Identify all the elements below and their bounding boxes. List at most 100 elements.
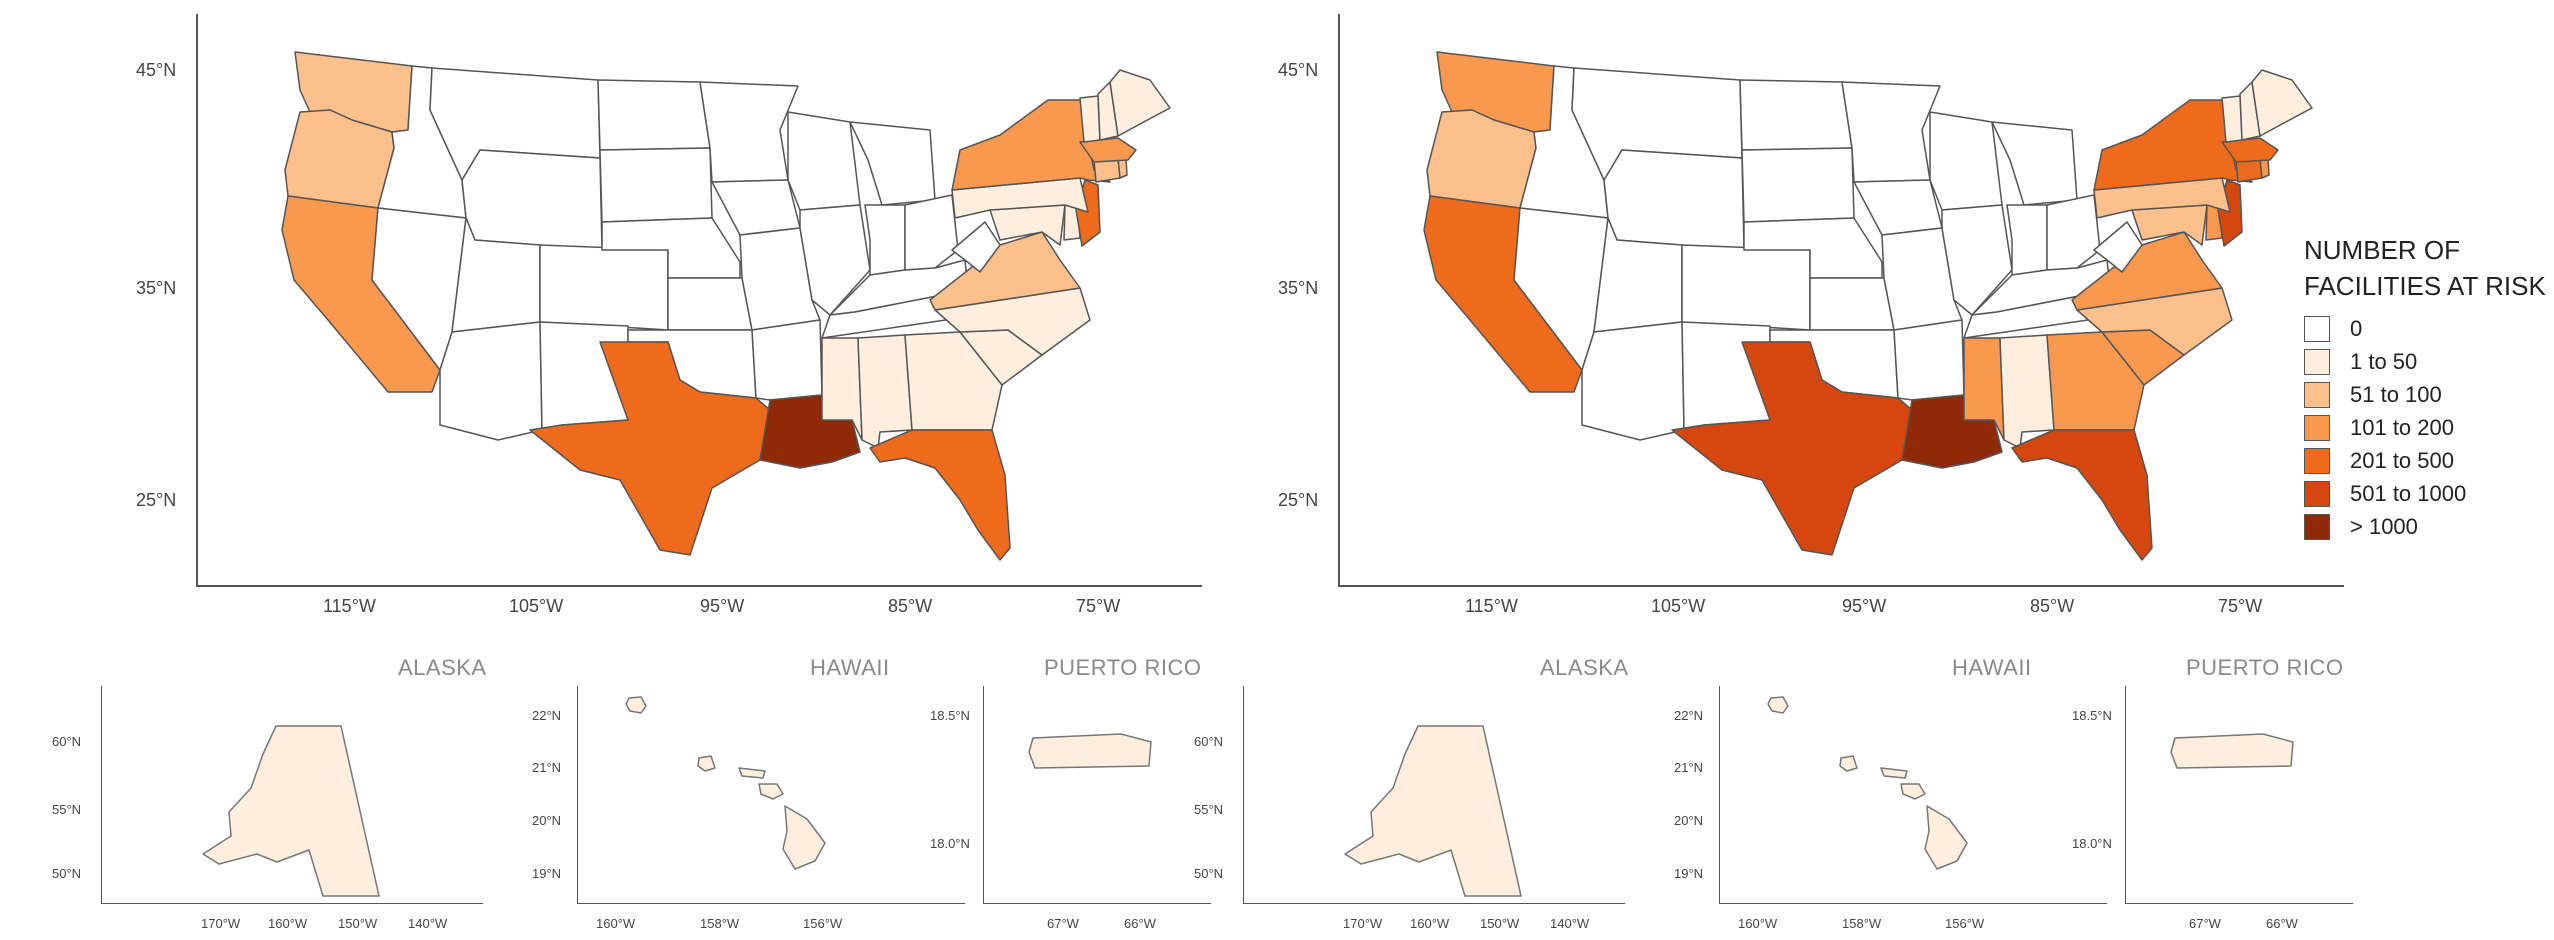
puerto-rico-lat-label: 18.5°N — [930, 708, 970, 723]
island-hawaii — [1880, 767, 1908, 779]
lat-tick-label: 45°N — [136, 60, 177, 80]
lon-tick-label: 95°W — [700, 596, 745, 616]
alaska-lon-label: 150°W — [1480, 916, 1520, 931]
lat-axis-line — [1338, 14, 1340, 586]
hawaii-map — [625, 696, 826, 870]
puerto-rico-lat-axis — [983, 686, 984, 904]
legend-item: 201 to 500 — [2304, 444, 2546, 477]
state-michigan — [1991, 121, 2078, 206]
hawaii-lon-label: 158°W — [1842, 916, 1882, 931]
state-south-dakota — [599, 147, 713, 223]
legend-swatch — [2304, 480, 2330, 507]
alaska-map — [202, 725, 380, 897]
alaska-lat-axis — [1243, 686, 1244, 904]
lon-tick-label: 85°W — [2030, 596, 2075, 616]
island-hawaii — [1900, 783, 1926, 800]
lon-tick-label: 115°W — [1465, 596, 1518, 616]
lat-tick-label: 45°N — [1278, 60, 1319, 80]
legend: NUMBER OF FACILITIES AT RISK 0 1 to 50 5… — [2304, 232, 2546, 543]
alaska-lon-label: 160°W — [1410, 916, 1450, 931]
alaska-lon-label: 140°W — [408, 916, 448, 931]
state-colorado — [1681, 244, 1811, 331]
state-indiana — [864, 204, 906, 276]
state-minnesota — [1841, 81, 1941, 183]
puerto-rico-lon-axis — [983, 903, 1211, 904]
state-alabama — [857, 334, 913, 449]
hawaii-title: HAWAII — [810, 655, 890, 680]
state-vermont — [2221, 95, 2243, 143]
hawaii-lat-label: 22°N — [532, 708, 562, 723]
alaska-lon-axis — [1243, 903, 1625, 904]
hawaii-title: HAWAII — [1952, 655, 2032, 680]
state-arkansas — [1893, 319, 1965, 401]
island-hawaii — [697, 755, 716, 772]
state-indiana — [2006, 204, 2048, 276]
state-ohio — [2046, 194, 2101, 271]
legend-label: 0 — [2350, 315, 2363, 341]
legend-swatch — [2304, 513, 2330, 540]
state-west-virginia — [951, 221, 1001, 273]
puerto-rico-lon-label: 66°W — [2266, 916, 2298, 931]
island-hawaii — [1924, 805, 1968, 870]
lat-tick-label: 25°N — [1278, 490, 1319, 510]
hawaii-lon-label: 160°W — [1738, 916, 1778, 931]
lon-axis-line — [196, 585, 1202, 587]
lon-tick-label: 95°W — [1842, 596, 1887, 616]
alaska-lon-label: 170°W — [1343, 916, 1383, 931]
state-wisconsin — [787, 111, 861, 211]
alaska-lat-label: 50°N — [1194, 866, 1224, 881]
lon-tick-label: 115°W — [323, 596, 376, 616]
puerto-rico-lat-axis — [2125, 686, 2126, 904]
hawaii-lat-label: 22°N — [1674, 708, 1704, 723]
state-kansas — [1809, 277, 1895, 331]
state-massachusetts — [1079, 137, 1137, 163]
hawaii-lat-label: 19°N — [532, 866, 562, 881]
alaska-map — [1344, 725, 1522, 897]
state-florida — [869, 429, 1011, 561]
state-arizona — [439, 321, 543, 441]
legend-title-line2: FACILITIES AT RISK — [2304, 271, 2546, 301]
lat-axis-line — [196, 14, 198, 586]
lon-tick-label: 75°W — [1076, 596, 1121, 616]
legend-item: 0 — [2304, 312, 2546, 345]
legend-swatch — [2304, 315, 2330, 342]
state-arizona — [1581, 321, 1685, 441]
legend-label: 501 to 1000 — [2350, 480, 2467, 506]
hawaii-map — [1767, 696, 1968, 870]
legend-item: 51 to 100 — [2304, 378, 2546, 411]
map-panel-left: 45°N 35°N 25°N 115°W 105°W 95°W 85°W 75°… — [0, 0, 1230, 940]
legend-item: 1 to 50 — [2304, 345, 2546, 378]
legend-label: 51 to 100 — [2350, 381, 2442, 407]
hawaii-lon-label: 160°W — [596, 916, 636, 931]
legend-swatch — [2304, 447, 2330, 474]
lat-tick-label: 35°N — [1278, 278, 1319, 298]
hawaii-lat-label: 21°N — [532, 760, 562, 775]
lon-tick-label: 105°W — [509, 596, 564, 616]
state-wyoming — [1603, 149, 1745, 251]
hawaii-lat-axis — [577, 686, 578, 904]
alaska-lon-axis — [101, 903, 483, 904]
state-ohio — [904, 194, 959, 271]
puerto-rico-lat-label: 18.5°N — [2072, 708, 2112, 723]
state-georgia — [904, 331, 1003, 431]
island-hawaii — [782, 805, 826, 870]
state-iowa — [711, 179, 801, 236]
puerto-rico-lon-label: 67°W — [1047, 916, 1079, 931]
legend-title-line1: NUMBER OF — [2304, 235, 2460, 265]
lat-tick-label: 35°N — [136, 278, 177, 298]
hawaii-lat-label: 19°N — [1674, 866, 1704, 881]
alaska-title: ALASKA — [1540, 655, 1629, 680]
state-texas — [529, 341, 771, 556]
state-massachusetts — [2221, 137, 2279, 163]
state-iowa — [1853, 179, 1943, 236]
legend-label: > 1000 — [2350, 513, 2418, 539]
lon-tick-label: 105°W — [1651, 596, 1706, 616]
puerto-rico-lat-label: 18.0°N — [930, 836, 970, 851]
territory-puerto-rico — [1028, 733, 1152, 769]
legend-label: 1 to 50 — [2350, 348, 2418, 374]
alaska-lat-label: 60°N — [1194, 734, 1224, 749]
hawaii-lon-axis — [1719, 903, 2107, 904]
island-hawaii — [625, 696, 647, 714]
lon-axis-line — [1338, 585, 2344, 587]
puerto-rico-lon-label: 67°W — [2189, 916, 2221, 931]
